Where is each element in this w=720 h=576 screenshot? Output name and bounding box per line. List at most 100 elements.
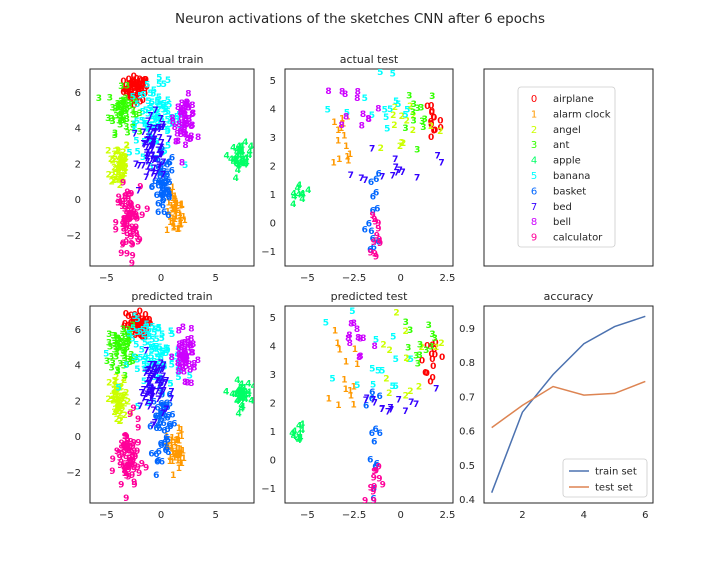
scatter-point-class-2: 2 bbox=[112, 393, 118, 403]
scatter-point-class-7: 7 bbox=[392, 155, 398, 165]
scatter-point-class-9: 9 bbox=[119, 202, 125, 212]
scatter-point-class-5: 5 bbox=[152, 137, 158, 147]
scatter-point-class-1: 1 bbox=[175, 449, 181, 459]
scatter-point-class-7: 7 bbox=[159, 379, 165, 389]
scatter-point-class-4: 4 bbox=[230, 144, 236, 154]
scatter-point-class-7: 7 bbox=[150, 360, 156, 370]
scatter-point-class-0: 0 bbox=[128, 85, 134, 95]
scatter-point-class-9: 9 bbox=[134, 233, 140, 243]
scatter-point-class-2: 2 bbox=[114, 399, 120, 409]
scatter-point-class-3: 3 bbox=[105, 114, 111, 124]
scatter-point-class-5: 5 bbox=[156, 80, 162, 90]
scatter-point-class-8: 8 bbox=[186, 115, 192, 125]
scatter-point-class-5: 5 bbox=[158, 364, 164, 374]
scatter-point-class-2: 2 bbox=[120, 174, 126, 184]
scatter-point-class-6: 6 bbox=[162, 446, 168, 456]
scatter-point-class-6: 6 bbox=[166, 158, 172, 168]
scatter-point-class-0: 0 bbox=[428, 117, 434, 127]
scatter-point-class-0: 0 bbox=[137, 75, 143, 85]
scatter-point-class-5: 5 bbox=[150, 89, 156, 99]
scatter-point-class-1: 1 bbox=[167, 457, 173, 467]
scatter-point-class-7: 7 bbox=[143, 136, 149, 146]
scatter-point-class-7: 7 bbox=[162, 380, 168, 390]
panel-title: actual train bbox=[141, 53, 204, 66]
scatter-point-class-1: 1 bbox=[345, 157, 351, 167]
scatter-point-class-2: 2 bbox=[112, 155, 118, 165]
scatter-point-class-8: 8 bbox=[183, 100, 189, 110]
scatter-point-class-7: 7 bbox=[148, 367, 154, 377]
scatter-point-class-0: 0 bbox=[135, 83, 141, 93]
scatter-point-class-3: 3 bbox=[111, 339, 117, 349]
scatter-point-class-4: 4 bbox=[296, 436, 302, 446]
scatter-point-class-5: 5 bbox=[148, 103, 154, 113]
scatter-point-class-7: 7 bbox=[149, 145, 155, 155]
scatter-point-class-1: 1 bbox=[174, 449, 180, 459]
scatter-point-class-9: 9 bbox=[116, 448, 122, 458]
scatter-point-class-5: 5 bbox=[163, 349, 169, 359]
scatter-point-class-1: 1 bbox=[170, 471, 176, 481]
scatter-point-class-5: 5 bbox=[175, 373, 181, 383]
scatter-point-class-6: 6 bbox=[158, 415, 164, 425]
scatter-point-class-8: 8 bbox=[178, 127, 184, 137]
scatter-point-class-5: 5 bbox=[153, 137, 159, 147]
scatter-point-class-1: 1 bbox=[172, 206, 178, 216]
legend-marker-class-9: 9 bbox=[531, 233, 537, 244]
scatter-point-class-6: 6 bbox=[160, 201, 166, 211]
scatter-point-class-5: 5 bbox=[154, 98, 160, 108]
scatter-point-class-3: 3 bbox=[130, 111, 136, 121]
scatter-point-class-4: 4 bbox=[243, 154, 249, 164]
scatter-point-class-3: 3 bbox=[114, 366, 120, 376]
scatter-point-class-1: 1 bbox=[170, 450, 176, 460]
scatter-point-class-2: 2 bbox=[407, 387, 413, 397]
scatter-point-class-1: 1 bbox=[167, 453, 173, 463]
scatter-point-class-9: 9 bbox=[133, 211, 139, 221]
scatter-point-class-0: 0 bbox=[439, 353, 445, 363]
scatter-point-class-5: 5 bbox=[157, 101, 163, 111]
scatter-point-class-9: 9 bbox=[122, 469, 128, 479]
scatter-point-class-0: 0 bbox=[429, 107, 435, 117]
scatter-point-class-0: 0 bbox=[140, 334, 146, 344]
scatter-point-class-1: 1 bbox=[173, 212, 179, 222]
scatter-point-class-4: 4 bbox=[239, 394, 245, 404]
scatter-point-class-2: 2 bbox=[117, 402, 123, 412]
scatter-point-class-6: 6 bbox=[164, 403, 170, 413]
scatter-point-class-1: 1 bbox=[341, 132, 347, 142]
scatter-point-class-4: 4 bbox=[236, 386, 242, 396]
scatter-point-class-6: 6 bbox=[156, 448, 162, 458]
scatter-point-class-6: 6 bbox=[154, 403, 160, 413]
scatter-point-class-3: 3 bbox=[123, 110, 129, 120]
scatter-point-class-5: 5 bbox=[141, 117, 147, 127]
scatter-point-class-4: 4 bbox=[296, 181, 302, 191]
scatter-point-class-0: 0 bbox=[138, 325, 144, 335]
scatter-point-class-0: 0 bbox=[137, 97, 143, 107]
scatter-point-class-6: 6 bbox=[157, 178, 163, 188]
x-tick-label: 2.5 bbox=[439, 273, 455, 284]
x-tick-label: −5 bbox=[300, 510, 315, 521]
scatter-point-class-2: 2 bbox=[406, 355, 412, 365]
scatter-point-class-0: 0 bbox=[429, 373, 435, 383]
scatter-point-class-7: 7 bbox=[394, 169, 400, 179]
scatter-point-class-2: 2 bbox=[117, 181, 123, 191]
scatter-point-class-0: 0 bbox=[138, 86, 144, 96]
scatter-point-class-5: 5 bbox=[165, 141, 171, 151]
scatter-point-class-8: 8 bbox=[357, 335, 363, 345]
scatter-point-class-9: 9 bbox=[122, 469, 128, 479]
scatter-point-class-3: 3 bbox=[108, 364, 114, 374]
scatter-point-class-0: 0 bbox=[129, 81, 135, 91]
scatter-point-class-9: 9 bbox=[121, 444, 127, 454]
legend-label: alarm clock bbox=[553, 109, 611, 120]
scatter-point-class-1: 1 bbox=[169, 448, 175, 458]
scatter-point-class-7: 7 bbox=[149, 393, 155, 403]
scatter-point-class-3: 3 bbox=[114, 343, 120, 353]
scatter-point-class-5: 5 bbox=[155, 110, 161, 120]
scatter-point-class-9: 9 bbox=[123, 192, 129, 202]
scatter-point-class-0: 0 bbox=[140, 325, 146, 335]
scatter-point-class-2: 2 bbox=[392, 103, 398, 113]
scatter-point-class-2: 2 bbox=[110, 397, 116, 407]
scatter-point-class-9: 9 bbox=[135, 238, 141, 248]
scatter-point-class-1: 1 bbox=[169, 444, 175, 454]
scatter-point-class-6: 6 bbox=[166, 390, 172, 400]
scatter-point-class-9: 9 bbox=[135, 204, 141, 214]
scatter-point-class-2: 2 bbox=[119, 398, 125, 408]
